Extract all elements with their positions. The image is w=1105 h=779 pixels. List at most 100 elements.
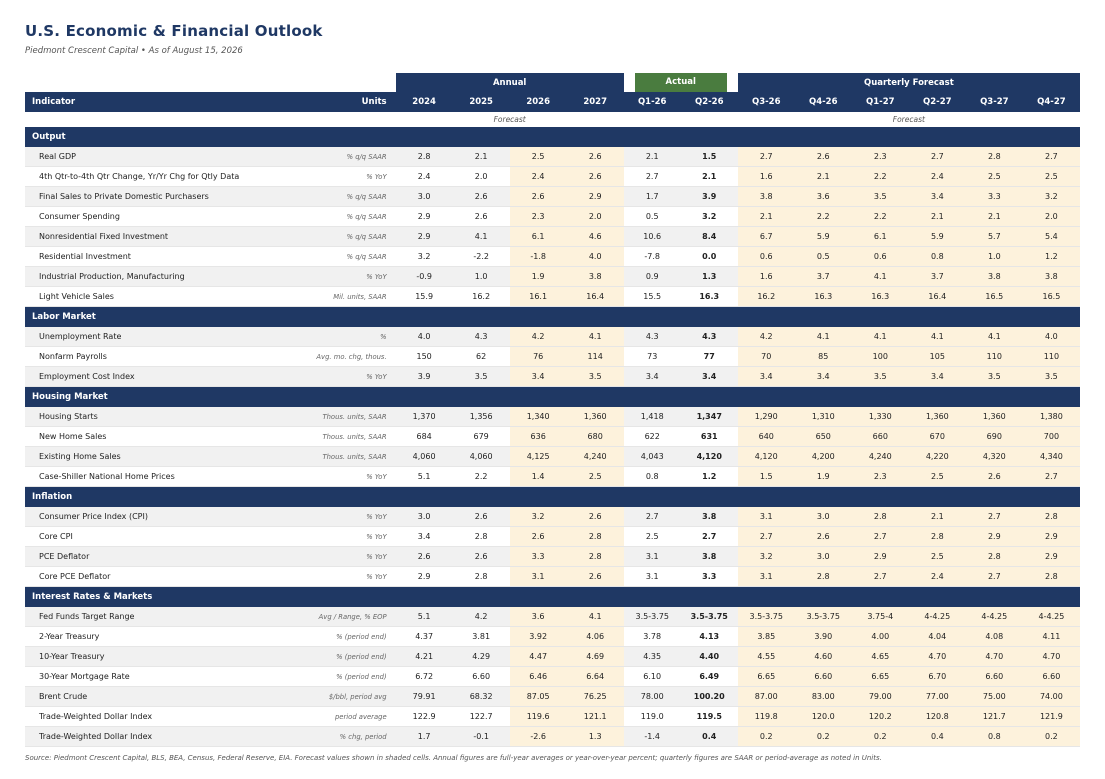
- forecast-value-cell: 3.8: [566, 266, 624, 287]
- value-cell: 3.5: [452, 366, 510, 387]
- value-cell: 3.2: [680, 206, 738, 227]
- indicator-name: Consumer Price Index (CPI): [25, 507, 272, 527]
- value-cell: 4,060: [452, 446, 510, 467]
- forecast-value-cell: 2.9: [851, 546, 909, 567]
- table-row: Housing Starts Thous. units, SAAR 1,370 1,3…: [25, 407, 1080, 427]
- forecast-value-cell: 2.4: [908, 566, 966, 587]
- indicator-name: PCE Deflator: [25, 546, 272, 567]
- indicator-name: 4th Qtr-to-4th Qtr Change, Yr/Yr Chg for…: [25, 166, 272, 187]
- outlook-table: Annual Actual Quarterly Forecast Indicat…: [25, 73, 1080, 747]
- value-cell: 1.2: [680, 466, 738, 487]
- indicator-units: % YoY: [271, 566, 396, 587]
- forecast-value-cell: 2.0: [1022, 206, 1080, 227]
- forecast-value-cell: 2.5: [908, 546, 966, 567]
- forecast-value-cell: 2.4: [908, 166, 966, 187]
- forecast-value-cell: 4-4.25: [1022, 607, 1080, 627]
- forecast-value-cell: 3.6: [509, 607, 567, 627]
- value-cell: 5.1: [395, 607, 453, 627]
- value-cell: 631: [680, 426, 738, 447]
- forecast-value-cell: 3.85: [737, 626, 795, 647]
- value-cell: 2.6: [452, 206, 510, 227]
- forecast-value-cell: 1.6: [737, 166, 795, 187]
- forecast-value-cell: 16.2: [737, 286, 795, 307]
- forecast-value-cell: 2.8: [965, 147, 1023, 167]
- value-cell: 0.0: [680, 246, 738, 267]
- forecast-value-cell: 636: [509, 426, 567, 447]
- annual-group-header: Annual: [395, 73, 624, 92]
- forecast-value-cell: 121.7: [965, 706, 1023, 727]
- forecast-value-cell: 1,360: [965, 407, 1023, 427]
- table-row: Employment Cost Index% YoY 3.9 3.5 3.4 3.5 3.…: [25, 366, 1080, 387]
- table-row: Unemployment Rate% 4.0 4.3 4.2 4.1 4.3 4.3 4.2 4…: [25, 327, 1080, 347]
- value-cell: 2.5: [623, 526, 681, 547]
- forecast-value-cell: 2.7: [965, 566, 1023, 587]
- forecast-value-cell: 121.9: [1022, 706, 1080, 727]
- value-cell: -0.9: [395, 266, 453, 287]
- value-cell: 1,356: [452, 407, 510, 427]
- group-header-row: Annual Actual Quarterly Forecast: [25, 73, 1080, 92]
- table-row: 2-Year Treasury% (period end) 4.37 3.81 3.9…: [25, 626, 1080, 647]
- period-column-header: Q1-27: [851, 92, 909, 112]
- indicator-units: Avg. mo. chg, thous.: [271, 346, 396, 367]
- value-cell: 3.81: [452, 626, 510, 647]
- value-cell: 68.32: [452, 686, 510, 707]
- forecast-value-cell: 0.6: [737, 246, 795, 267]
- table-row: 4th Qtr-to-4th Qtr Change, Yr/Yr Chg for…: [25, 166, 1080, 187]
- indicator-units: % chg, period: [271, 726, 396, 747]
- value-cell: 3.0: [395, 186, 453, 207]
- period-column-header: Q3-27: [965, 92, 1023, 112]
- forecast-value-cell: 3.3: [509, 546, 567, 567]
- forecast-value-cell: 2.9: [566, 186, 624, 207]
- forecast-value-cell: 16.3: [794, 286, 852, 307]
- forecast-value-cell: 5.9: [908, 226, 966, 247]
- indicator-name: Nonresidential Fixed Investment: [25, 226, 272, 247]
- forecast-value-cell: 1,330: [851, 407, 909, 427]
- forecast-value-cell: 4,320: [965, 446, 1023, 467]
- indicator-units: Thous. units, SAAR: [271, 426, 396, 447]
- value-cell: 6.72: [395, 666, 453, 687]
- forecast-value-cell: 2.6: [566, 507, 624, 527]
- forecast-value-cell: 83.00: [794, 686, 852, 707]
- value-cell: 4.40: [680, 646, 738, 667]
- value-cell: 3.4: [680, 366, 738, 387]
- value-cell: 4.2: [452, 607, 510, 627]
- forecast-value-cell: 3.7: [794, 266, 852, 287]
- indicator-name: Residential Investment: [25, 246, 272, 267]
- units-column-header: Units: [271, 92, 396, 112]
- forecast-value-cell: 2.9: [965, 526, 1023, 547]
- forecast-value-cell: 4.2: [737, 327, 795, 347]
- value-cell: 3.3: [680, 566, 738, 587]
- forecast-value-cell: 2.1: [794, 166, 852, 187]
- value-cell: 4.13: [680, 626, 738, 647]
- indicator-units: % q/q SAAR: [271, 186, 396, 207]
- indicator-name: Light Vehicle Sales: [25, 286, 272, 307]
- section-title: Housing Market: [25, 386, 1080, 407]
- forecast-value-cell: 3.5: [1022, 366, 1080, 387]
- forecast-value-cell: 0.6: [851, 246, 909, 267]
- indicator-name: Core CPI: [25, 526, 272, 547]
- table-row: Case-Shiller National Home Prices% YoY 5.…: [25, 466, 1080, 487]
- value-cell: 1.0: [452, 266, 510, 287]
- group-header-spacer: [25, 73, 396, 92]
- period-column-header: 2026: [509, 92, 567, 112]
- forecast-value-cell: 4,120: [737, 446, 795, 467]
- value-cell: 1,418: [623, 407, 681, 427]
- value-cell: 3.2: [395, 246, 453, 267]
- section-header-row: Labor Market: [25, 306, 1080, 327]
- forecast-value-cell: 6.64: [566, 666, 624, 687]
- forecast-value-cell: 700: [1022, 426, 1080, 447]
- forecast-value-cell: 16.5: [965, 286, 1023, 307]
- value-cell: 3.4: [623, 366, 681, 387]
- forecast-value-cell: 4.1: [566, 327, 624, 347]
- value-cell: 3.8: [680, 546, 738, 567]
- period-column-header: Q3-26: [737, 92, 795, 112]
- value-cell: 4.21: [395, 646, 453, 667]
- forecast-value-cell: 2.5: [908, 466, 966, 487]
- value-cell: 3.1: [623, 566, 681, 587]
- forecast-value-cell: 3.2: [1022, 186, 1080, 207]
- value-cell: 4.3: [623, 327, 681, 347]
- forecast-value-cell: 2.6: [509, 526, 567, 547]
- forecast-value-cell: 2.7: [737, 526, 795, 547]
- forecast-value-cell: 2.6: [794, 147, 852, 167]
- forecast-value-cell: 5.9: [794, 226, 852, 247]
